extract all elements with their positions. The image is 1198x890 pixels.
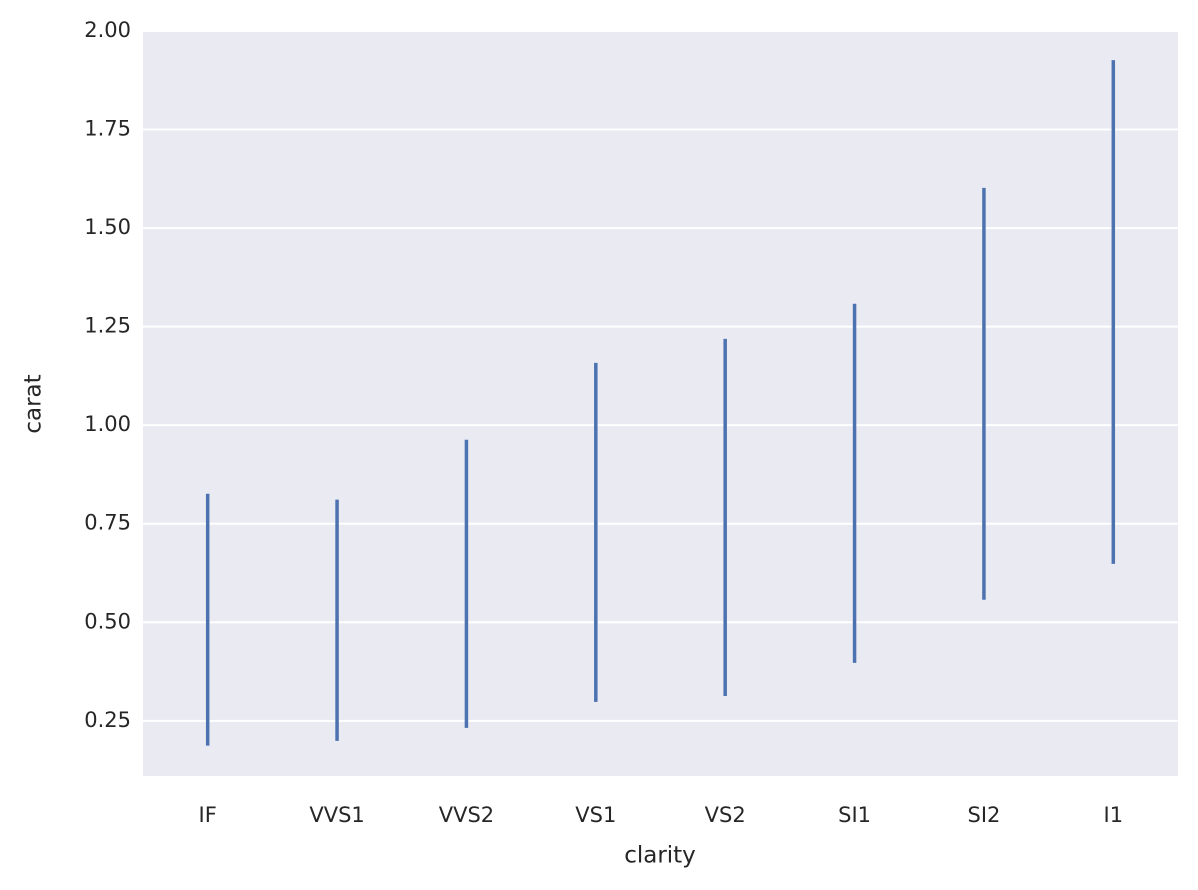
x-axis-label: clarity — [624, 843, 696, 869]
y-tick-label: 1.25 — [84, 314, 131, 338]
x-tick-label: SI2 — [967, 803, 1000, 827]
plot-background — [143, 31, 1178, 776]
y-axis-label: carat — [21, 374, 47, 433]
x-tick-label: VVS1 — [309, 803, 364, 827]
y-tick-label: 0.75 — [84, 511, 131, 535]
x-tick-label: VS2 — [705, 803, 746, 827]
x-tick-label: SI1 — [838, 803, 871, 827]
x-tick-label: VS1 — [575, 803, 616, 827]
x-tick-label: VVS2 — [439, 803, 494, 827]
y-tick-label: 0.25 — [84, 708, 131, 732]
y-tick-label: 1.75 — [84, 117, 131, 141]
y-tick-label: 2.00 — [84, 18, 131, 42]
y-tick-label: 1.00 — [84, 412, 131, 436]
y-tick-label: 0.50 — [84, 609, 131, 633]
x-tick-label: I1 — [1104, 803, 1124, 827]
y-tick-label: 1.50 — [84, 215, 131, 239]
x-tick-label: IF — [199, 803, 217, 827]
